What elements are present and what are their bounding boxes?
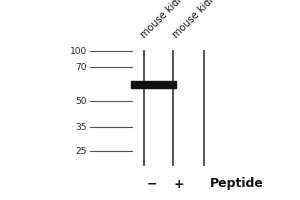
Text: +: + xyxy=(173,178,184,190)
Text: 70: 70 xyxy=(76,62,87,72)
Bar xyxy=(130,80,176,88)
Text: Peptide: Peptide xyxy=(210,178,264,190)
Text: 50: 50 xyxy=(76,97,87,106)
Text: mouse kidney: mouse kidney xyxy=(138,0,194,40)
Text: 35: 35 xyxy=(76,122,87,132)
Text: 100: 100 xyxy=(70,46,87,55)
Text: mouse kidney: mouse kidney xyxy=(171,0,227,40)
Text: −: − xyxy=(146,178,157,190)
Text: 25: 25 xyxy=(76,146,87,156)
